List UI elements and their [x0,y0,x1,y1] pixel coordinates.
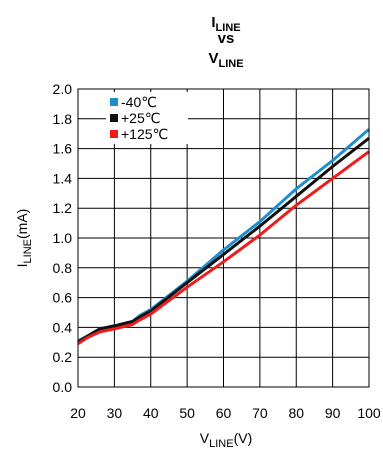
x-tick-label: 80 [288,405,304,421]
series-lines [77,128,370,346]
y-tick-label: 1.6 [53,141,73,157]
x-tick-label: 70 [252,405,268,421]
legend-swatch [110,130,118,138]
x-tick-label: 50 [179,405,195,421]
legend-swatch [110,98,118,106]
chart-title-line2: vs [218,30,235,47]
y-tick-label: 1.8 [53,111,73,127]
x-axis-label: VLINE(V) [200,430,252,450]
y-tick-label: 2.0 [53,81,73,97]
y-tick-label: 0.8 [53,260,73,276]
y-tick-label: 0.2 [53,349,73,365]
plot-border [77,88,370,388]
chart-title-line1: ILINE [211,14,240,34]
legend-swatch [110,114,118,122]
legend-label: -40℃ [121,94,157,110]
y-tick-label: 0.6 [53,290,73,306]
y-tick-label: 1.0 [53,230,73,246]
y-tick-label: 1.2 [53,200,73,216]
x-tick-label: 60 [216,405,232,421]
legend-label: +25℃ [121,110,160,126]
x-tick-label: 100 [357,405,381,421]
tick-labels: 0.0 0.2 0.4 0.6 0.8 1.0 1.2 1.4 1.6 1.8 2.0 20 30 40 5… [53,81,381,421]
y-tick-label: 0.0 [53,379,73,395]
x-tick-label: 40 [143,405,159,421]
series-line-2 [77,150,370,346]
y-tick-label: 1.4 [53,170,73,186]
x-tick-label: 90 [325,405,341,421]
legend-background [106,92,188,144]
x-tick-label: 30 [107,405,123,421]
chart-title-line3: VLINE [208,50,243,70]
y-tick-label: 0.4 [53,319,73,335]
y-axis-label: ILINE(mA) [14,209,34,268]
series-line-1 [77,137,370,344]
legend-label: +125℃ [121,126,168,142]
x-tick-label: 20 [70,405,86,421]
legend: -40℃+25℃+125℃ [106,92,188,144]
